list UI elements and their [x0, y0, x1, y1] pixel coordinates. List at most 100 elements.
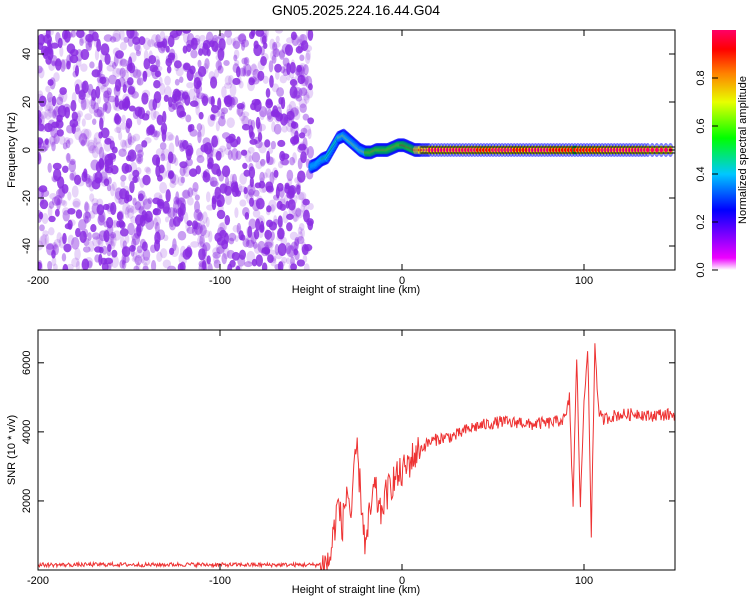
- noise-blob: [90, 224, 97, 233]
- noise-blob: [202, 172, 211, 183]
- noise-blob: [50, 126, 58, 138]
- noise-blob: [303, 44, 313, 53]
- noise-blob: [172, 102, 178, 111]
- noise-blob: [277, 243, 287, 256]
- noise-blob: [258, 142, 267, 154]
- noise-blob: [106, 87, 112, 96]
- colorbar-tick-label: 0.4: [695, 166, 707, 181]
- noise-blob: [293, 238, 299, 251]
- noise-blob: [302, 113, 310, 121]
- noise-blob: [182, 189, 191, 199]
- noise-blob: [227, 149, 233, 160]
- noise-blob: [286, 108, 292, 117]
- noise-blob: [108, 74, 117, 85]
- noise-blob: [248, 188, 255, 198]
- noise-blob: [279, 113, 289, 126]
- snr-x-axis-label: Height of straight line (km): [292, 584, 420, 596]
- noise-blob: [122, 255, 130, 264]
- noise-blob: [271, 83, 280, 93]
- noise-blob: [59, 46, 64, 57]
- noise-blob: [251, 151, 261, 163]
- noise-blob: [187, 196, 194, 206]
- noise-blob: [165, 54, 175, 64]
- noise-blob: [132, 169, 140, 178]
- noise-blob: [103, 34, 113, 42]
- noise-blob: [298, 87, 308, 97]
- noise-blob: [53, 195, 63, 206]
- noise-blob: [262, 75, 269, 84]
- noise-blob: [69, 172, 75, 181]
- spectrogram-x-tick-label: -200: [27, 275, 49, 287]
- noise-blob: [116, 211, 124, 221]
- noise-blob: [132, 176, 138, 184]
- noise-blob: [273, 112, 282, 123]
- noise-blob: [291, 121, 299, 129]
- noise-blob: [91, 118, 97, 125]
- noise-blob: [301, 241, 307, 253]
- noise-blob: [195, 165, 201, 175]
- noise-blob: [273, 218, 279, 225]
- noise-blob: [266, 115, 274, 122]
- noise-blob: [91, 232, 101, 240]
- noise-blob: [38, 111, 48, 119]
- noise-blob: [93, 132, 102, 145]
- snr-x-ticks: -200 -100 0 100: [27, 330, 593, 587]
- noise-blob: [51, 249, 56, 259]
- noise-blob: [103, 178, 110, 187]
- noise-blob: [214, 68, 220, 78]
- noise-blob: [38, 110, 42, 119]
- spectrogram-y-ticks: -40 -20 0 20 40: [21, 48, 675, 254]
- noise-blob: [135, 143, 144, 154]
- noise-blob: [129, 135, 137, 143]
- noise-blob: [53, 72, 60, 83]
- noise-blob: [50, 174, 59, 182]
- noise-blob: [119, 57, 127, 66]
- noise-blob: [173, 60, 182, 69]
- noise-blob: [91, 198, 99, 206]
- noise-blob: [71, 257, 80, 268]
- noise-blob: [38, 137, 44, 145]
- noise-blob: [230, 182, 238, 193]
- noise-blob: [114, 114, 122, 125]
- noise-blob: [38, 65, 43, 74]
- noise-blob: [105, 203, 114, 212]
- noise-blob: [67, 234, 75, 246]
- noise-blob: [38, 260, 43, 270]
- noise-blob: [183, 62, 191, 71]
- noise-blob: [243, 169, 251, 177]
- noise-blob: [177, 262, 184, 270]
- noise-blob: [298, 191, 307, 201]
- noise-blob: [130, 233, 140, 241]
- noise-blob: [75, 227, 81, 238]
- noise-blob: [52, 109, 57, 119]
- noise-blob: [51, 141, 56, 152]
- noise-blob: [294, 208, 304, 219]
- snr-x-tick-label: -100: [209, 575, 231, 587]
- noise-blob: [162, 110, 167, 124]
- noise-blob: [205, 191, 211, 203]
- noise-blob: [198, 220, 206, 231]
- noise-blob: [83, 211, 92, 223]
- noise-blob: [61, 253, 67, 262]
- noise-blob: [191, 188, 198, 196]
- noise-blob: [174, 157, 179, 166]
- noise-blob: [186, 226, 195, 235]
- noise-blob: [194, 200, 200, 213]
- noise-blob: [282, 210, 289, 224]
- noise-blob: [70, 30, 77, 38]
- noise-blob: [76, 110, 83, 118]
- noise-blob: [142, 248, 151, 261]
- noise-blob: [45, 56, 52, 65]
- noise-blob: [193, 71, 203, 85]
- noise-blob: [71, 92, 77, 104]
- noise-blob: [298, 132, 306, 139]
- noise-blob: [199, 234, 205, 248]
- noise-blob: [215, 54, 221, 61]
- noise-blob: [155, 59, 161, 68]
- noise-blob: [47, 108, 55, 118]
- noise-blob: [110, 233, 115, 241]
- noise-blob: [131, 238, 137, 249]
- noise-blob: [246, 184, 256, 196]
- noise-blob: [91, 202, 100, 215]
